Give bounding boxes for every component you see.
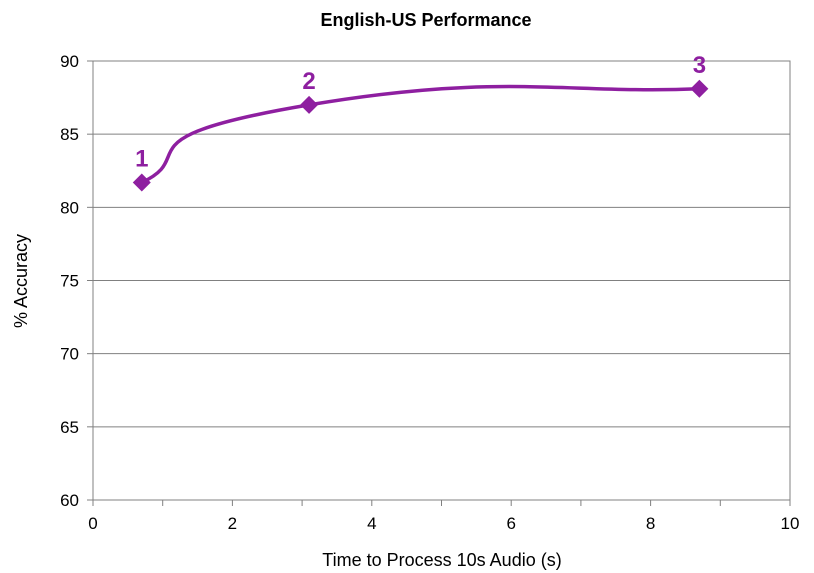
tick-label-y-75: 75 xyxy=(60,272,79,291)
tick-label-x-4: 4 xyxy=(367,514,376,533)
tick-label-y-90: 90 xyxy=(60,52,79,71)
data-markers xyxy=(132,79,709,192)
data-label-1: 1 xyxy=(135,145,148,172)
tick-label-x-10: 10 xyxy=(781,514,800,533)
data-point-2 xyxy=(300,95,319,114)
y-axis-ticks: 60 65 70 75 80 85 90 xyxy=(60,52,93,510)
tick-label-y-80: 80 xyxy=(60,198,79,217)
grid xyxy=(93,133,790,428)
data-point-3 xyxy=(690,79,709,98)
data-labels: 1 2 3 xyxy=(135,52,706,173)
tick-label-y-60: 60 xyxy=(60,491,79,510)
tick-label-x-0: 0 xyxy=(88,514,97,533)
data-point-1 xyxy=(132,173,151,192)
y-axis-label: % Accuracy xyxy=(11,234,31,328)
tick-label-x-6: 6 xyxy=(506,514,515,533)
x-axis-ticks: 0 2 4 6 8 10 xyxy=(88,500,799,533)
tick-label-y-65: 65 xyxy=(60,418,79,437)
x-axis-label: Time to Process 10s Audio (s) xyxy=(322,550,561,570)
chart-title: English-US Performance xyxy=(320,10,531,30)
tick-label-y-70: 70 xyxy=(60,345,79,364)
tick-label-y-85: 85 xyxy=(60,125,79,144)
data-label-3: 3 xyxy=(693,52,706,79)
tick-label-x-8: 8 xyxy=(646,514,655,533)
data-label-2: 2 xyxy=(302,68,315,95)
tick-label-x-2: 2 xyxy=(228,514,237,533)
